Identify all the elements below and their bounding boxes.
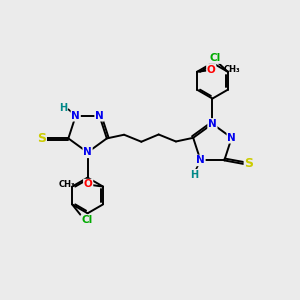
Text: O: O	[84, 179, 92, 190]
Text: N: N	[71, 111, 80, 121]
Text: N: N	[196, 155, 205, 165]
Text: CH₃: CH₃	[224, 65, 240, 74]
Text: CH₃: CH₃	[58, 180, 75, 189]
Text: N: N	[95, 111, 104, 121]
Text: H: H	[190, 170, 199, 180]
Text: O: O	[207, 65, 216, 75]
Text: N: N	[227, 133, 236, 143]
Text: Cl: Cl	[81, 215, 93, 225]
Text: S: S	[37, 132, 46, 145]
Text: Cl: Cl	[210, 53, 221, 63]
Text: N: N	[83, 147, 92, 158]
Text: S: S	[244, 158, 253, 170]
Text: H: H	[59, 103, 67, 113]
Text: N: N	[208, 119, 217, 129]
